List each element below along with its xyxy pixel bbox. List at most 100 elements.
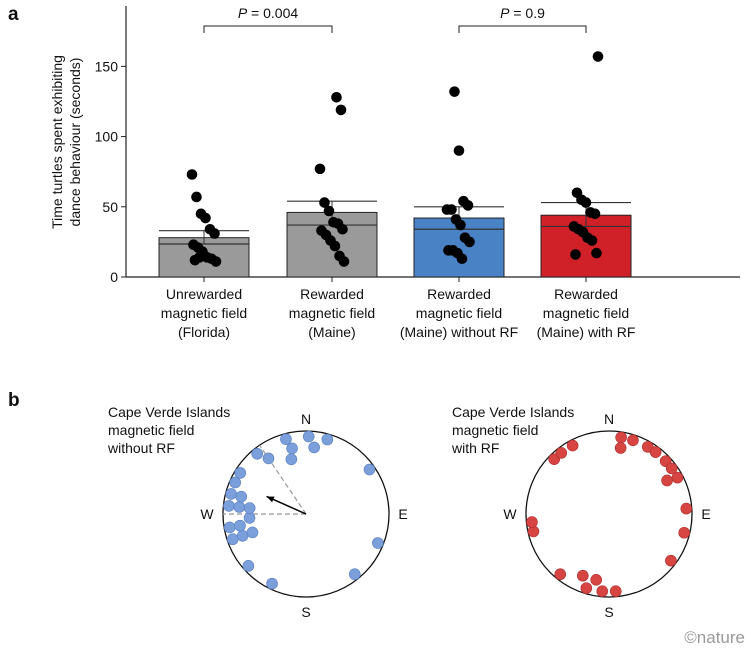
orientation-point [234,467,247,479]
compass-n: N [604,411,614,427]
orientation-point [225,488,237,500]
plot-title: Cape Verde Islands [452,404,574,420]
orientation-point [680,502,693,515]
plot-title: magnetic field [452,422,538,438]
orientation-point [308,441,320,454]
category-label: (Maine) [308,324,355,340]
significance-bracket [458,25,587,33]
orientation-point [577,569,589,582]
category-label: (Florida) [178,324,230,340]
orientation-point [363,463,376,476]
data-point [456,253,468,265]
plot-title: Cape Verde Islands [108,404,230,420]
category-label: magnetic field [416,305,502,321]
data-point [319,197,330,208]
data-point [586,235,598,246]
category-label: magnetic field [543,305,629,321]
y-axis-label: Time turtles spent exhibiting [49,55,65,229]
orientation-point [665,554,677,567]
orientation-point [321,433,334,446]
orientation-point [235,490,248,503]
y-tick-label: 150 [95,58,119,74]
orientation-point [266,577,278,590]
data-point [449,86,460,97]
data-point [455,219,466,231]
orientation-point [251,447,264,460]
data-point [329,240,341,252]
orientation-point [372,537,384,549]
data-point [338,256,350,267]
orientation-point [262,452,275,465]
orientation-point [236,530,249,542]
data-point [210,256,222,267]
compass-e: E [701,506,710,522]
data-point [337,223,348,235]
data-point [453,145,465,156]
orientation-point [302,430,315,443]
p-value-label: P = 0.004 [238,5,299,21]
orientation-point [234,519,246,532]
orientation-point [285,453,298,466]
y-tick-label: 100 [95,129,119,145]
orientation-point [596,585,609,598]
data-point [589,208,601,220]
category-label: Rewarded [427,286,491,302]
y-axis-label: dance behaviour (seconds) [67,58,83,227]
orientation-point [233,501,246,513]
orientation-point [609,585,622,598]
compass-circle [525,430,693,598]
data-point [591,247,602,259]
orientation-point [243,502,256,514]
p-value-label: P = 0.9 [500,5,545,21]
orientation-point [286,442,298,455]
compass-w: W [503,506,517,522]
orientation-point [223,521,236,534]
orientation-point [649,446,662,458]
orientation-point [246,526,259,539]
orientation-point [678,526,690,539]
orientation-point [348,568,361,581]
orientation-point [242,560,255,572]
orientation-point [627,434,639,447]
orientation-point [526,516,538,528]
orientation-point [223,500,235,512]
orientation-point [243,512,256,524]
panel-label-b: b [8,390,20,411]
category-label: (Maine) without RF [400,324,518,340]
compass-n: N [301,411,311,427]
orientation-point [226,533,239,546]
compass-s: S [301,604,310,620]
orientation-point [280,433,292,445]
orientation-point [229,476,242,489]
category-label: Unrewarded [166,286,242,302]
orientation-point [580,582,593,594]
orientation-point [661,474,673,487]
data-point [323,205,335,217]
data-point [200,212,211,224]
data-point [314,163,326,175]
orientation-point [615,431,627,444]
data-point [331,91,342,103]
arrowhead-icon [266,496,275,503]
data-point [186,169,198,180]
category-label: magnetic field [161,305,247,321]
orientation-point [555,447,568,459]
plot-title: with RF [451,440,499,456]
plot-title: without RF [107,440,175,456]
y-tick-label: 0 [110,269,118,285]
orientation-point [665,462,678,475]
orientation-point [671,471,684,484]
orientation-point [590,574,603,586]
data-point [194,252,205,263]
data-point [570,249,581,260]
panel-label-a: a [8,4,19,25]
compass-e: E [398,506,407,522]
plot-title: magnetic field [108,422,194,438]
data-point [446,204,457,215]
data-point [209,228,220,239]
y-tick-label: 50 [102,199,118,215]
bar-chart: 0 50 100 150 Time turtles spent exhibiting da… [49,5,740,340]
data-point [592,51,604,62]
category-label: Rewarded [554,286,618,302]
